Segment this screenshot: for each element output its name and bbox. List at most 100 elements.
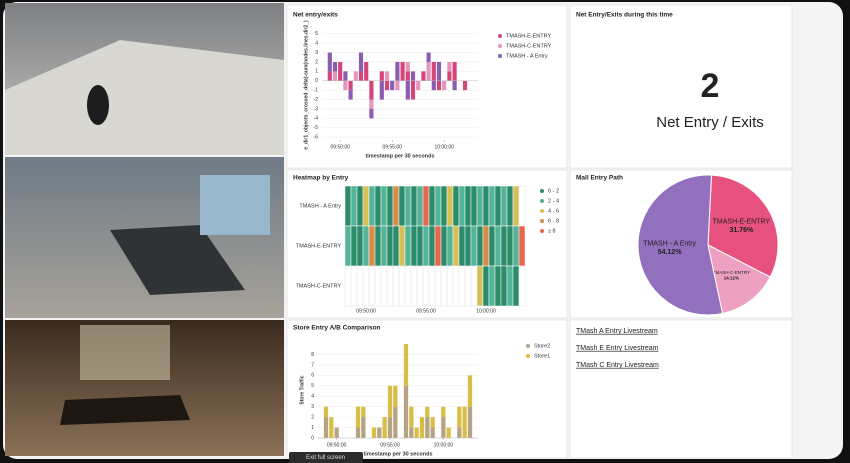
bar bbox=[431, 61, 436, 81]
heat-cell bbox=[500, 225, 508, 267]
legend-label: TMASH-C-ENTRY bbox=[506, 43, 552, 49]
y-tick-label: 5 bbox=[315, 31, 318, 37]
bar bbox=[414, 427, 419, 438]
x-tick-label: 09:50:00 bbox=[330, 144, 350, 150]
y-tick-label: -5 bbox=[314, 125, 319, 131]
bar bbox=[369, 99, 374, 109]
bar bbox=[358, 52, 364, 72]
y-axis-label: e_dir1_objects_crossed_delta)-sum(nodes.… bbox=[303, 20, 309, 150]
heat-cell bbox=[488, 225, 496, 267]
heat-cell bbox=[452, 185, 460, 227]
heat-cell bbox=[506, 225, 514, 267]
exit-button[interactable] bbox=[289, 452, 363, 463]
exit-button-label[interactable]: Exit full screen bbox=[306, 455, 345, 461]
heat-cell bbox=[404, 185, 412, 227]
heat-cell bbox=[410, 185, 418, 227]
heat-cell bbox=[440, 225, 448, 267]
empty-cell bbox=[458, 265, 466, 307]
bar bbox=[371, 427, 377, 438]
bar bbox=[355, 406, 361, 428]
heat-cell bbox=[446, 185, 454, 227]
y-tick-label: 5 bbox=[311, 383, 314, 389]
bar bbox=[353, 71, 358, 81]
legend-label: TMASH - A Entry bbox=[506, 53, 548, 59]
bar bbox=[410, 71, 416, 81]
y-tick-label: 2 bbox=[315, 59, 318, 65]
empty-cell bbox=[386, 265, 394, 307]
row-label: TMASH-E-ENTRY bbox=[296, 243, 341, 249]
bar bbox=[409, 406, 414, 428]
heat-cell bbox=[512, 185, 520, 227]
bar bbox=[369, 80, 374, 100]
heat-cell bbox=[362, 225, 370, 267]
heat-cell bbox=[482, 265, 490, 307]
y-tick-label: 0 bbox=[315, 78, 318, 84]
panel bbox=[569, 319, 793, 459]
legend-label: Store1 bbox=[534, 353, 550, 359]
heat-cell bbox=[512, 225, 520, 267]
bar bbox=[343, 80, 348, 91]
bar bbox=[446, 427, 451, 438]
link[interactable]: TMash A Entry Livestream bbox=[576, 328, 658, 335]
heat-cell bbox=[470, 225, 478, 267]
empty-cell bbox=[416, 265, 424, 307]
floor bbox=[5, 40, 284, 155]
heat-cell bbox=[482, 185, 490, 227]
bar bbox=[462, 406, 467, 438]
panel-title: Store Entry A/B Comparison bbox=[293, 325, 381, 332]
pie-slice bbox=[637, 174, 724, 316]
bar bbox=[395, 61, 400, 81]
camera-feeds bbox=[5, 3, 284, 456]
bar bbox=[377, 427, 382, 438]
heat-cell bbox=[362, 185, 370, 227]
legend-label: 2 - 4 bbox=[548, 198, 559, 204]
bar bbox=[462, 80, 468, 91]
slice-value: 54.12% bbox=[658, 249, 683, 256]
bar bbox=[441, 417, 446, 438]
heat-cell bbox=[386, 185, 394, 227]
y-tick-label: 2 bbox=[311, 414, 314, 420]
bar bbox=[457, 427, 462, 438]
heat-cell bbox=[374, 225, 382, 267]
heat-cell bbox=[398, 185, 406, 227]
bar bbox=[395, 80, 400, 91]
empty-cell bbox=[452, 265, 460, 307]
y-tick-label: 1 bbox=[315, 69, 318, 75]
link[interactable]: TMash E Entry Livestream bbox=[576, 345, 659, 352]
mat bbox=[110, 225, 245, 295]
bar bbox=[441, 406, 446, 418]
link[interactable]: TMash C Entry Livestream bbox=[576, 362, 659, 369]
y-tick-label: 7 bbox=[311, 362, 314, 368]
heat-cell bbox=[344, 225, 352, 267]
window bbox=[200, 175, 270, 235]
heat-cell bbox=[416, 185, 424, 227]
bar bbox=[348, 90, 353, 100]
heat-cell bbox=[344, 185, 352, 227]
bar bbox=[425, 406, 430, 418]
x-tick-label: 09:55:00 bbox=[380, 442, 400, 448]
bar bbox=[369, 108, 374, 119]
panel-title: Net Entry/Exits during this time bbox=[576, 12, 673, 19]
heat-cell bbox=[494, 265, 502, 307]
bar bbox=[405, 61, 410, 72]
empty-cell bbox=[446, 265, 454, 307]
heat-cell bbox=[464, 225, 472, 267]
bar bbox=[416, 80, 421, 91]
y-tick-label: 4 bbox=[315, 40, 318, 46]
heat-cell bbox=[506, 265, 514, 307]
heat-cell bbox=[476, 185, 484, 227]
pie-slice bbox=[707, 244, 771, 315]
bar bbox=[384, 71, 390, 81]
y-tick-label: 0 bbox=[311, 435, 314, 441]
legend-label: 0 - 2 bbox=[548, 188, 559, 194]
empty-cell bbox=[404, 265, 412, 307]
bar bbox=[390, 80, 395, 91]
row-label: TMASH - A Entry bbox=[299, 203, 341, 209]
heat-cell bbox=[452, 225, 460, 267]
empty-cell bbox=[410, 265, 418, 307]
bar bbox=[400, 61, 405, 81]
panel-title: Net entry/exits bbox=[293, 12, 338, 19]
heat-cell bbox=[464, 185, 472, 227]
bar bbox=[361, 406, 366, 418]
slice-value: 31.76% bbox=[729, 227, 754, 234]
